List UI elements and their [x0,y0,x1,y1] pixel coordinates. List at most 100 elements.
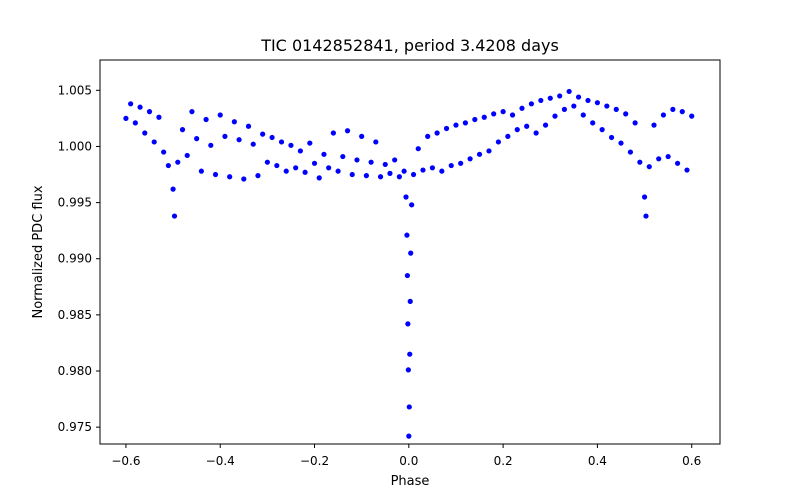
data-point [405,367,411,373]
y-tick-label: 1.005 [58,83,92,97]
data-point [189,109,195,115]
data-point [137,104,143,110]
data-point [519,105,525,111]
data-point [123,115,129,121]
data-point [566,88,572,95]
data-point [297,148,303,154]
y-tick-label: 1.000 [58,139,92,153]
data-point [651,122,657,128]
data-point [208,142,214,148]
data-point [453,122,459,128]
data-point [552,113,558,119]
data-point [458,160,464,166]
data-point [509,112,516,118]
data-point [250,141,256,147]
data-point [415,146,421,152]
data-point [561,106,568,112]
data-point [283,168,289,174]
y-tick-label: 0.975 [58,420,92,434]
y-tick-label: 0.995 [58,196,92,210]
data-point [604,103,610,109]
data-point [689,113,695,119]
data-point [387,170,393,176]
plot-frame [99,59,721,445]
data-point [184,152,190,159]
y-tick-label: 0.985 [58,308,92,322]
data-point [363,173,369,179]
data-point [382,161,388,168]
data-point [590,120,596,126]
data-point [632,120,638,126]
data-point [420,167,426,173]
data-point [278,139,285,145]
x-tick-label: −0.6 [111,454,140,468]
data-point [580,112,586,118]
data-point [660,112,667,118]
data-point [321,151,327,157]
data-point [316,175,322,181]
y-axis-label: Normalized PDC flux [31,185,46,318]
data-point [165,162,171,169]
x-tick-label: 0.2 [494,454,513,468]
data-point [288,142,294,148]
data-point [643,213,649,219]
data-point [684,167,690,173]
data-point [403,194,409,200]
data-point [439,168,445,174]
data-point [302,169,308,175]
data-point [674,160,681,166]
data-point [623,111,629,117]
data-point [171,213,178,219]
data-point [627,149,634,155]
data-point [330,130,336,136]
data-point [486,148,492,154]
data-point [311,160,318,166]
data-point [608,134,615,141]
data-point [212,171,219,178]
data-point [491,111,497,117]
data-point [533,130,539,136]
data-point [203,116,209,123]
chart-title: TIC 0142852841, period 3.4208 days [260,36,559,55]
data-point [505,133,511,139]
data-point [377,174,384,180]
data-point [151,139,157,145]
data-point [142,130,148,136]
data-point [392,157,398,163]
data-point [679,109,685,115]
data-point [307,140,313,146]
data-point [542,122,549,128]
data-point [495,139,501,145]
data-point [409,202,415,208]
data-point [340,153,346,160]
x-tick-label: −0.4 [206,454,235,468]
x-tick-label: −0.2 [300,454,329,468]
data-point [293,165,299,171]
data-point [401,168,407,174]
data-point [448,162,454,169]
data-point [359,133,365,139]
x-axis-label: Phase [391,474,430,489]
x-tick-label: 0.4 [588,454,607,468]
y-tick-label: 0.990 [58,252,92,266]
data-point [528,101,535,107]
data-point [538,97,544,104]
data-point [396,174,402,180]
data-point [467,156,473,162]
data-point [245,123,252,129]
data-point [255,173,261,179]
data-point [514,127,520,133]
data-point [373,139,379,145]
data-point [599,127,605,133]
data-point [571,103,577,109]
data-point [408,250,414,256]
data-point [472,116,478,123]
y-tick-label: 0.980 [58,364,92,378]
data-point [241,176,247,182]
data-point [618,140,624,146]
data-point [547,95,553,101]
data-point [670,106,676,112]
data-point [641,194,648,200]
